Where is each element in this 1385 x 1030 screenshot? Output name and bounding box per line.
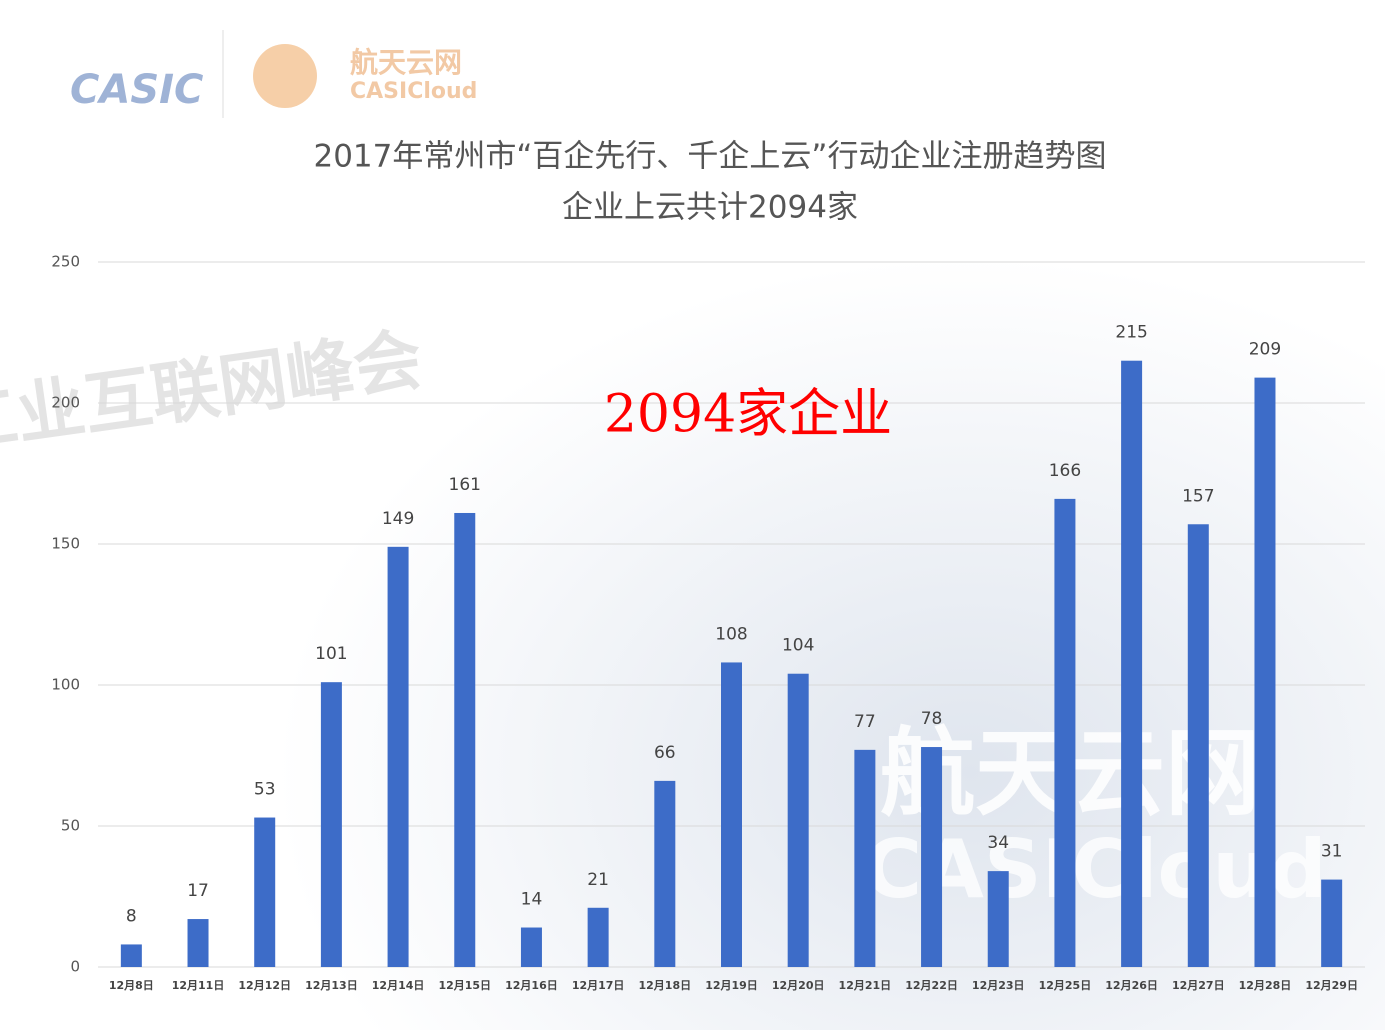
x-tick-label: 12月17日 bbox=[572, 979, 625, 992]
value-label: 77 bbox=[854, 712, 876, 732]
value-label: 14 bbox=[521, 890, 543, 910]
x-tick-label: 12月26日 bbox=[1105, 979, 1158, 992]
value-label: 21 bbox=[587, 870, 609, 890]
x-tick-label: 12月21日 bbox=[839, 979, 892, 992]
x-tick-label: 12月13日 bbox=[305, 979, 358, 992]
bar bbox=[388, 547, 409, 967]
y-tick-label: 200 bbox=[51, 394, 80, 412]
value-label: 157 bbox=[1182, 486, 1214, 506]
value-label: 108 bbox=[715, 624, 747, 644]
logo-casic: CASIC bbox=[70, 67, 203, 113]
bar bbox=[854, 750, 875, 967]
bar bbox=[921, 747, 942, 967]
y-tick-label: 150 bbox=[51, 535, 80, 553]
value-label: 149 bbox=[382, 509, 414, 529]
value-label: 161 bbox=[449, 475, 481, 495]
logo-icon bbox=[253, 44, 317, 108]
bar bbox=[588, 908, 609, 967]
bar bbox=[188, 919, 209, 967]
value-label: 53 bbox=[254, 780, 276, 800]
bar bbox=[988, 871, 1009, 967]
value-label: 78 bbox=[921, 709, 943, 729]
x-tick-label: 12月23日 bbox=[972, 979, 1025, 992]
bar bbox=[1254, 378, 1275, 967]
value-label: 66 bbox=[654, 743, 676, 763]
value-label: 101 bbox=[315, 644, 347, 664]
x-tick-label: 12月19日 bbox=[705, 979, 758, 992]
annotation: 2094家企业 bbox=[604, 385, 892, 445]
bar bbox=[1054, 499, 1075, 967]
logo-cn: 航天云网 bbox=[350, 46, 462, 79]
bar bbox=[521, 928, 542, 967]
value-label: 104 bbox=[782, 636, 814, 656]
x-tick-label: 12月11日 bbox=[172, 979, 225, 992]
bar bbox=[721, 662, 742, 967]
value-label: 17 bbox=[187, 881, 209, 901]
x-tick-label: 12月22日 bbox=[905, 979, 958, 992]
x-tick-label: 12月27日 bbox=[1172, 979, 1225, 992]
x-tick-label: 12月25日 bbox=[1039, 979, 1092, 992]
bar bbox=[654, 781, 675, 967]
chart: CASIC 航天云网 CASICloud 2017年常州市“百企先行、千企上云”… bbox=[0, 0, 1385, 1030]
value-label: 215 bbox=[1115, 323, 1147, 343]
chart-subtitle: 企业上云共计2094家 bbox=[562, 190, 858, 226]
value-label: 209 bbox=[1249, 340, 1281, 360]
bar bbox=[321, 682, 342, 967]
value-label: 166 bbox=[1049, 461, 1081, 481]
y-tick-label: 100 bbox=[51, 676, 80, 694]
x-tick-label: 12月28日 bbox=[1239, 979, 1292, 992]
bar bbox=[788, 674, 809, 967]
value-label: 31 bbox=[1321, 842, 1343, 862]
y-tick-label: 250 bbox=[51, 253, 80, 271]
x-tick-label: 12月16日 bbox=[505, 979, 558, 992]
bar bbox=[1321, 880, 1342, 967]
logo-en: CASICloud bbox=[350, 79, 477, 104]
value-label: 8 bbox=[126, 906, 137, 926]
x-tick-label: 12月20日 bbox=[772, 979, 825, 992]
y-tick-label: 0 bbox=[70, 958, 80, 976]
x-tick-label: 12月15日 bbox=[438, 979, 491, 992]
chart-title: 2017年常州市“百企先行、千企上云”行动企业注册趋势图 bbox=[313, 139, 1106, 175]
x-tick-label: 12月12日 bbox=[238, 979, 291, 992]
y-tick-label: 50 bbox=[61, 817, 80, 835]
bar bbox=[121, 944, 142, 967]
x-tick-label: 12月29日 bbox=[1305, 979, 1358, 992]
bar bbox=[1121, 361, 1142, 967]
x-tick-label: 12月18日 bbox=[639, 979, 692, 992]
value-label: 34 bbox=[987, 833, 1009, 853]
bar bbox=[1188, 524, 1209, 967]
bar bbox=[254, 818, 275, 967]
x-tick-label: 12月14日 bbox=[372, 979, 425, 992]
x-tick-label: 12月8日 bbox=[109, 979, 154, 992]
bar bbox=[454, 513, 475, 967]
